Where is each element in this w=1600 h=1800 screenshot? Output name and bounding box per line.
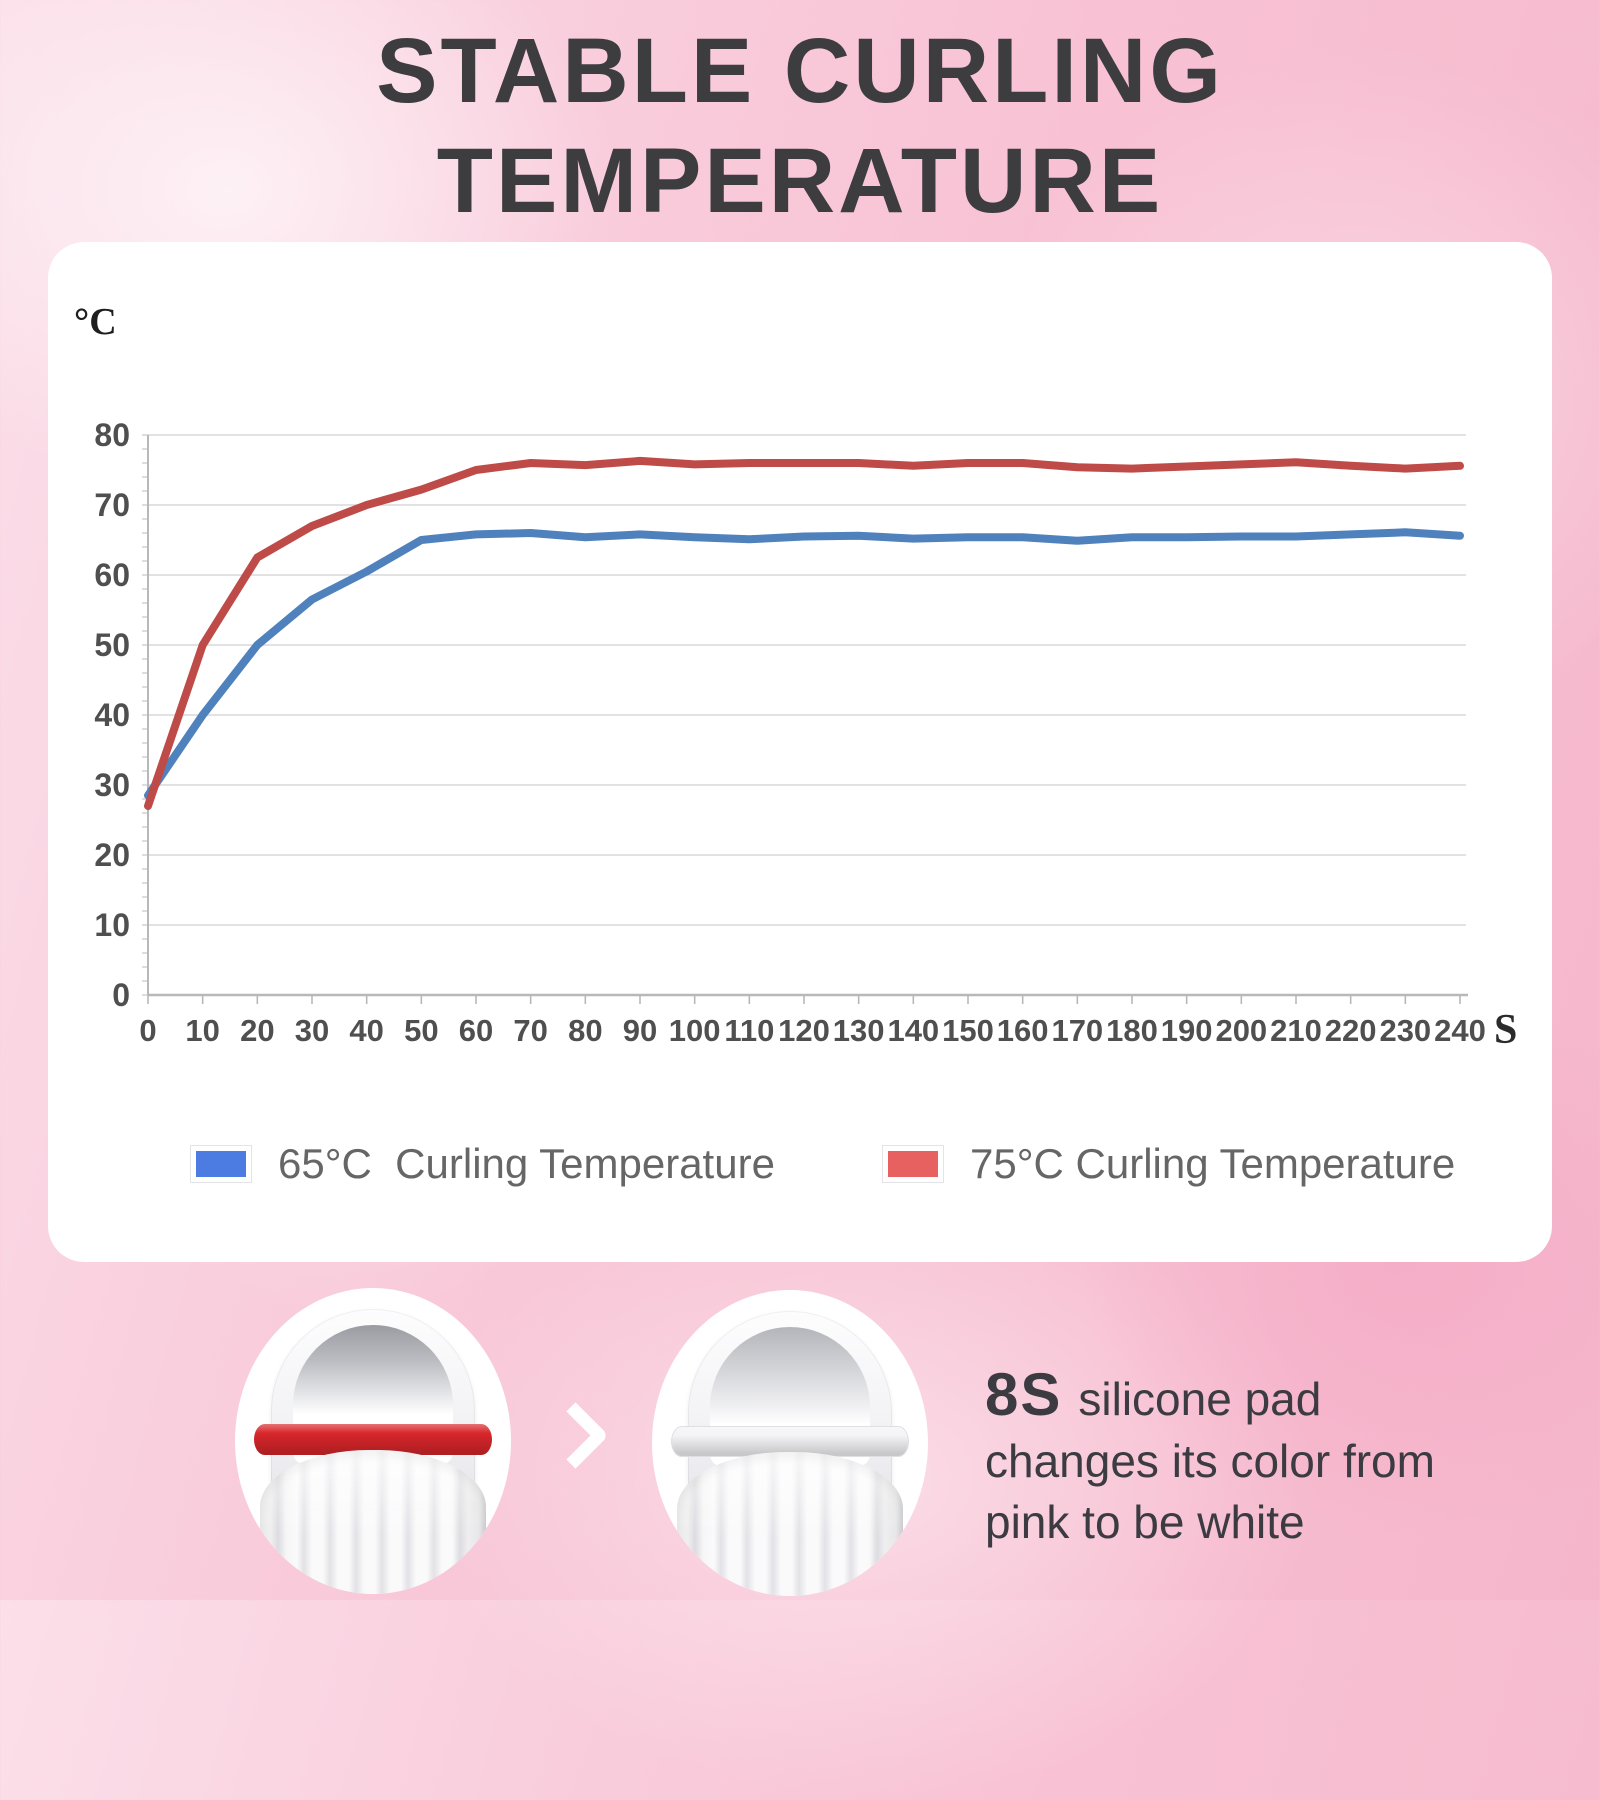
footer-caption-line1: silicone pad: [1078, 1373, 1322, 1425]
y-axis-unit-label: °C: [74, 301, 117, 343]
chevron-right-icon: [542, 1402, 609, 1469]
svg-text:160: 160: [997, 1013, 1049, 1048]
svg-text:190: 190: [1161, 1013, 1213, 1048]
svg-text:110: 110: [724, 1013, 774, 1048]
svg-text:70: 70: [94, 487, 130, 523]
legend-item-65c: 65°C Curling Temperature: [190, 1140, 775, 1188]
svg-text:180: 180: [1106, 1013, 1158, 1048]
chart-card: °C 0 10 20 30 40 50 60 70 80 0 10 20 30 40 50 60 70 80 90 1…: [48, 242, 1552, 1262]
svg-text:70: 70: [513, 1013, 547, 1048]
svg-text:210: 210: [1270, 1013, 1322, 1048]
silicone-pad-after: [671, 1426, 909, 1457]
svg-text:40: 40: [94, 697, 130, 733]
footer-caption-line3: pink to be white: [985, 1496, 1305, 1548]
legend-label-65c: 65°C Curling Temperature: [278, 1140, 775, 1187]
svg-text:90: 90: [623, 1013, 657, 1048]
svg-text:80: 80: [94, 417, 130, 453]
svg-text:50: 50: [404, 1013, 438, 1048]
svg-text:170: 170: [1051, 1013, 1103, 1048]
svg-text:60: 60: [94, 557, 130, 593]
svg-text:30: 30: [295, 1013, 329, 1048]
svg-text:50: 50: [94, 627, 130, 663]
svg-text:150: 150: [942, 1013, 994, 1048]
curler-before-image: [235, 1288, 511, 1594]
legend-swatch-65c-icon: [190, 1145, 252, 1183]
svg-text:140: 140: [887, 1013, 939, 1048]
svg-text:220: 220: [1325, 1013, 1377, 1048]
svg-text:0: 0: [139, 1013, 156, 1048]
svg-text:20: 20: [240, 1013, 274, 1048]
footer-highlight: 8S: [985, 1361, 1063, 1428]
svg-text:60: 60: [459, 1013, 493, 1048]
curler-after-image: [652, 1290, 928, 1596]
svg-text:100: 100: [669, 1013, 721, 1048]
curler-roller-after: [676, 1452, 904, 1596]
svg-text:10: 10: [185, 1013, 219, 1048]
svg-text:80: 80: [568, 1013, 602, 1048]
svg-text:30: 30: [94, 767, 130, 803]
curler-roller-before: [259, 1450, 487, 1594]
svg-text:230: 230: [1379, 1013, 1431, 1048]
title-line-1: STABLE CURLING: [376, 20, 1224, 122]
svg-text:S: S: [1494, 1007, 1517, 1053]
legend-label-75c: 75°C Curling Temperature: [970, 1140, 1456, 1187]
svg-text:130: 130: [833, 1013, 885, 1048]
svg-text:40: 40: [349, 1013, 383, 1048]
svg-text:20: 20: [94, 837, 130, 873]
footer-caption: 8S silicone pad changes its color from p…: [985, 1360, 1465, 1551]
page-title: STABLE CURLING TEMPERATURE: [0, 16, 1600, 236]
footer-caption-line2: changes its color from: [985, 1435, 1435, 1487]
svg-text:0: 0: [112, 977, 130, 1013]
svg-text:120: 120: [778, 1013, 830, 1048]
svg-text:10: 10: [94, 907, 130, 943]
svg-text:200: 200: [1215, 1013, 1267, 1048]
title-line-2: TEMPERATURE: [436, 130, 1164, 232]
legend-item-75c: 75°C Curling Temperature: [882, 1140, 1455, 1188]
silicone-pad-before: [254, 1424, 492, 1455]
svg-text:240: 240: [1434, 1013, 1486, 1048]
legend-swatch-75c-icon: [882, 1145, 944, 1183]
